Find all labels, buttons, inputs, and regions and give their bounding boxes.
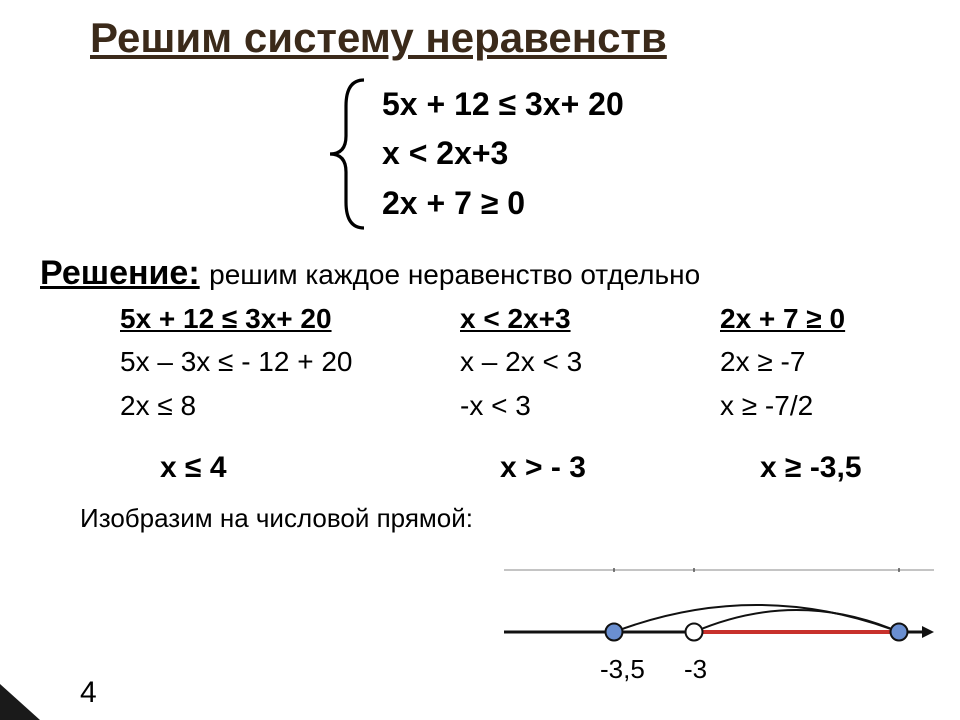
col-c-step-1: 2х ≥ -7 <box>720 340 960 383</box>
solution-label: Решение: <box>40 254 200 292</box>
system-line-3: 2х + 7 ≥ 0 <box>382 179 624 229</box>
solution-heading: Решение: решим каждое неравенство отдель… <box>0 234 960 297</box>
col-a-result: х ≤ 4 <box>160 451 500 485</box>
results-row: х ≤ 4 х > - 3 х ≥ -3,5 <box>0 427 960 485</box>
solution-rest: решим каждое неравенство отдельно <box>209 259 700 290</box>
col-c-header: 2х + 7 ≥ 0 <box>720 297 960 340</box>
numberline-label-b: -3 <box>684 654 707 685</box>
system-brace <box>320 74 374 234</box>
col-b-step-1: х – 2х < 3 <box>460 340 720 383</box>
page-title: Решим систему неравенств <box>0 0 960 70</box>
col-a-header: 5х + 12 ≤ 3x+ 20 <box>120 297 460 340</box>
col-c-result: х ≥ -3,5 <box>760 451 960 485</box>
col-b-header: х < 2х+3 <box>460 297 720 340</box>
corner-decoration <box>0 684 40 720</box>
numberline-label-a: -3,5 <box>600 654 645 685</box>
col-b-result: х > - 3 <box>500 451 760 485</box>
number-line-svg <box>504 560 934 680</box>
system-block: 5х + 12 ≤ 3x+ 20 х < 2х+3 2х + 7 ≥ 0 <box>320 74 960 234</box>
col-a-step-1: 5х – 3х ≤ - 12 + 20 <box>120 340 460 383</box>
col-c-step-2: х ≥ -7/2 <box>720 384 960 427</box>
numberline-note: Изобразим на числовой прямой: <box>0 485 960 534</box>
work-columns: 5х + 12 ≤ 3x+ 20 х < 2х+3 2х + 7 ≥ 0 5х … <box>0 297 960 427</box>
numberline-label-four: 4 <box>80 676 97 710</box>
col-a-step-2: 2х ≤ 8 <box>120 384 460 427</box>
system-line-2: х < 2х+3 <box>382 129 624 179</box>
number-line: -3,5 -3 <box>504 560 934 690</box>
system-line-1: 5х + 12 ≤ 3x+ 20 <box>382 80 624 130</box>
col-b-step-2: -х < 3 <box>460 384 720 427</box>
